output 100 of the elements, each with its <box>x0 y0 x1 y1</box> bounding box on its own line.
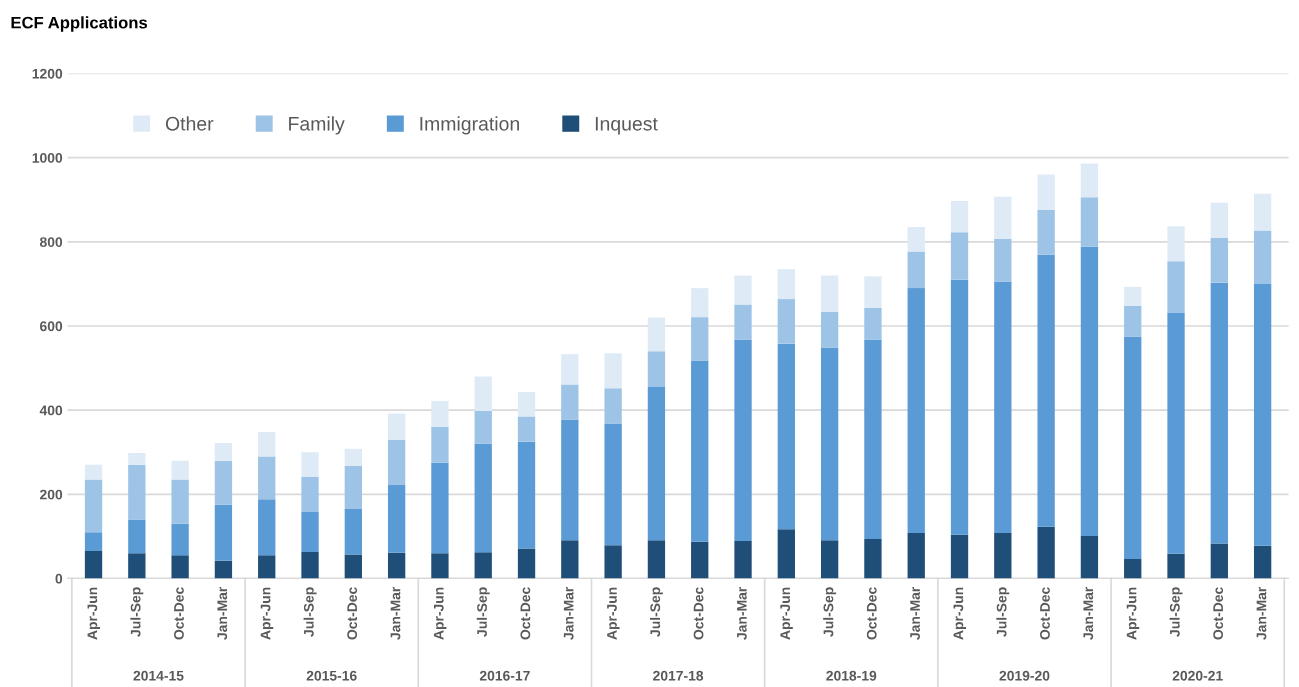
x-tick-label: Apr-Jun <box>780 587 793 640</box>
bar <box>474 443 492 553</box>
bar <box>994 196 1012 239</box>
x-tick-label: Apr-Jun <box>433 587 447 640</box>
bar <box>820 540 839 579</box>
bar <box>907 533 925 579</box>
bar <box>1124 286 1142 306</box>
text: 2017-18 <box>653 670 704 681</box>
bar <box>1037 254 1055 527</box>
x-tick-label: Jan-Mar <box>390 586 401 640</box>
bar <box>301 511 319 552</box>
bar <box>647 387 666 541</box>
bar <box>387 485 406 553</box>
x-tick-label: Apr-Jun <box>1126 587 1140 640</box>
legend-label: Inquest <box>595 117 658 135</box>
x-tick-label: Jul-Sep <box>476 587 490 637</box>
bar <box>1210 282 1228 544</box>
bar <box>777 269 795 300</box>
x-tick-label: Jan-Mar <box>1083 586 1094 640</box>
x-tick-label: Jul-Sep <box>823 587 837 637</box>
x-tick-label: Jan-Mar <box>737 586 747 640</box>
bar <box>517 441 536 549</box>
bar <box>431 553 449 579</box>
bar <box>1080 535 1099 579</box>
bar <box>301 476 319 512</box>
bar <box>1253 545 1272 579</box>
bar <box>301 551 319 579</box>
bar <box>1080 163 1099 198</box>
bar <box>258 456 276 500</box>
bar <box>517 392 536 417</box>
y-tick-label: 1000 <box>32 153 63 163</box>
bar <box>387 439 406 486</box>
bar <box>1124 305 1142 337</box>
bar <box>647 317 666 352</box>
x-tick-label: Oct-Dec <box>1040 587 1050 640</box>
bar <box>1124 559 1142 579</box>
x-tick-label: Oct-Dec <box>174 587 184 640</box>
bar <box>301 452 319 477</box>
bar <box>517 548 536 579</box>
bar <box>474 410 492 444</box>
bar <box>387 552 406 579</box>
bar <box>1210 202 1228 239</box>
bar <box>128 553 146 579</box>
bar <box>604 423 622 546</box>
bar <box>1167 312 1185 554</box>
bar <box>517 416 536 442</box>
bar <box>820 347 839 541</box>
bar <box>561 354 579 385</box>
bar <box>258 432 276 457</box>
bar <box>950 232 969 280</box>
bar <box>777 529 795 579</box>
x-tick-label: Jan-Mar <box>1256 586 1267 640</box>
bar <box>604 545 622 579</box>
bar <box>1037 209 1055 255</box>
legend-label: Immigration <box>420 116 519 135</box>
bar <box>474 376 492 411</box>
bar <box>84 479 103 533</box>
bar <box>1124 336 1142 560</box>
bar <box>214 460 233 505</box>
text: 2019-20 <box>999 670 1050 681</box>
x-tick-label: Oct-Dec <box>520 587 531 640</box>
bar <box>864 339 882 539</box>
bar <box>994 281 1012 534</box>
text: 2015-16 <box>306 670 357 681</box>
chart-title: ECF Applications <box>11 16 148 32</box>
bar <box>431 400 449 427</box>
bar <box>344 509 362 555</box>
bar <box>1080 197 1099 247</box>
bar <box>777 299 795 344</box>
bar <box>561 384 579 420</box>
bar <box>994 533 1012 579</box>
bar <box>1253 193 1272 231</box>
bar <box>604 353 622 389</box>
bar <box>604 388 622 424</box>
bar <box>431 462 449 554</box>
x-tick-label: Apr-Jun <box>607 587 620 640</box>
x-tick-label: Oct-Dec <box>693 587 704 640</box>
text: 2020-21 <box>1172 670 1223 681</box>
bar <box>84 551 103 579</box>
x-tick-label: Jul-Sep <box>303 587 317 637</box>
y-tick-label: 1200 <box>32 68 63 79</box>
text: 2014-15 <box>133 670 184 681</box>
x-tick-label: Apr-Jun <box>953 587 966 640</box>
x-tick-label: Jul-Sep <box>996 587 1010 637</box>
bar <box>214 442 233 461</box>
bar <box>344 554 362 579</box>
bar <box>171 479 189 524</box>
bar <box>864 538 882 579</box>
bar <box>647 540 666 579</box>
x-tick-label: Oct-Dec <box>347 587 358 640</box>
bar <box>431 426 449 463</box>
bar <box>171 460 189 480</box>
bar <box>734 275 752 305</box>
bar <box>1253 230 1272 284</box>
x-tick-label: Apr-Jun <box>260 587 274 640</box>
bar <box>1253 283 1272 546</box>
bar <box>344 448 362 466</box>
bar <box>734 541 752 579</box>
x-tick-label: Oct-Dec <box>866 587 877 640</box>
x-tick-label: Jan-Mar <box>217 586 228 640</box>
